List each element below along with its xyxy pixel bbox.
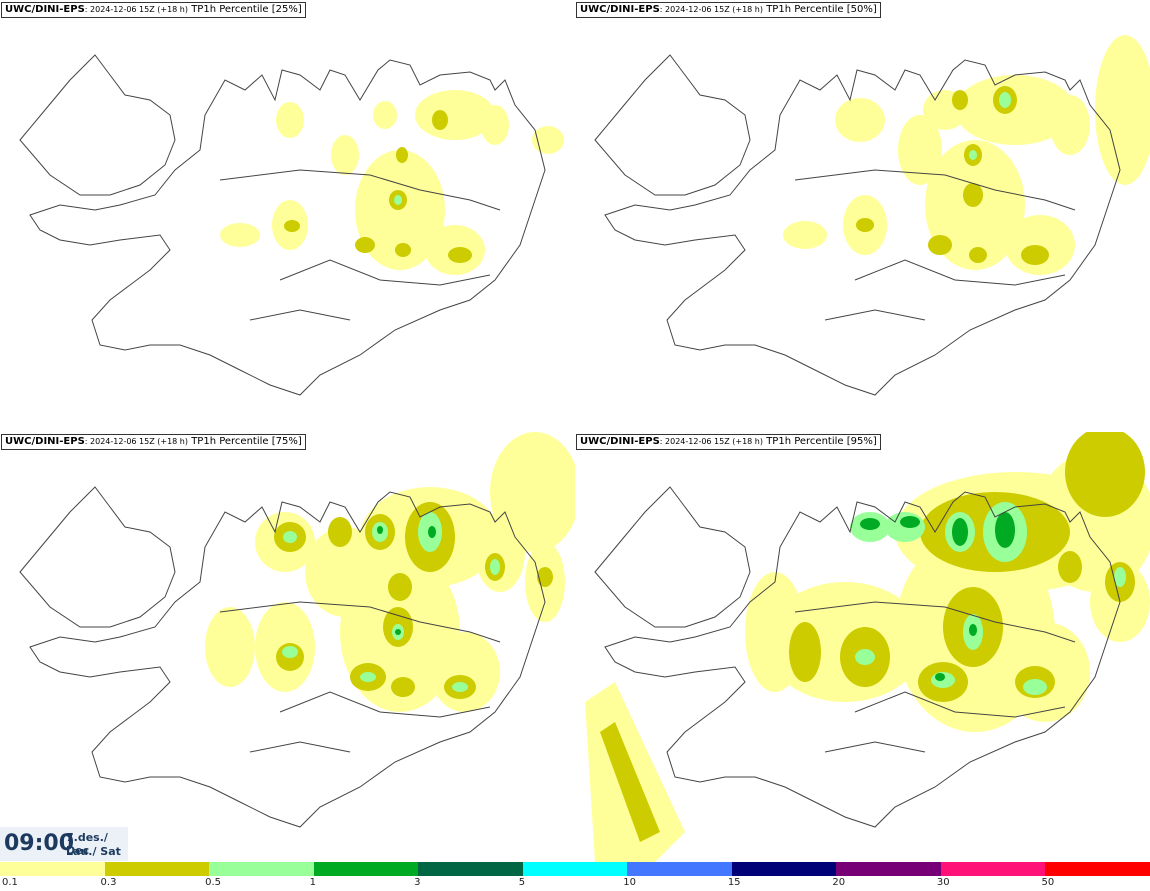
legend-swatch (836, 862, 942, 876)
legend-swatch (104, 862, 210, 876)
legend-label: 5 (518, 877, 526, 888)
valid-day: Lau./ Sat (66, 845, 121, 858)
legend-label: 0.3 (100, 877, 117, 888)
legend-label: 0.1 (2, 877, 18, 888)
legend-swatch (209, 862, 315, 876)
legend-label: 1 (309, 877, 316, 888)
coastline (19, 486, 546, 828)
panel-title: UWC/DINI-EPS: 2024-12-06 15Z (+18 h) TP1… (576, 2, 881, 18)
precip-legend: 0.1 0.3 0.5 1 3 5 10 15 20 30 50 (0, 862, 1150, 891)
map-panel-p95: UWC/DINI-EPS: 2024-12-06 15Z (+18 h) TP1… (575, 432, 1150, 862)
legend-label: 15 (727, 877, 741, 888)
coastline (594, 486, 1121, 828)
precip-0.1 (783, 35, 1150, 275)
precip-0.1 (205, 432, 575, 712)
legend-swatch (313, 862, 419, 876)
legend-label: 0.5 (205, 877, 221, 888)
legend-swatch (418, 862, 524, 876)
legend-swatch (1045, 862, 1150, 876)
legend-label: 20 (832, 877, 846, 888)
legend-swatch (940, 862, 1046, 876)
precip-0.3 (856, 86, 1049, 265)
legend-swatch (627, 862, 733, 876)
iceland-map (585, 432, 1150, 862)
map-panel-p50: UWC/DINI-EPS: 2024-12-06 15Z (+18 h) TP1… (575, 0, 1150, 430)
iceland-map (19, 54, 564, 396)
valid-date: 7.des./ Dec (66, 831, 108, 857)
legend-swatch (0, 862, 106, 876)
iceland-map (594, 35, 1150, 396)
valid-time-box: 09:00 7.des./ Dec Lau./ Sat (0, 827, 128, 861)
map-panel-p25: UWC/DINI-EPS: 2024-12-06 15Z (+18 h) TP1… (0, 0, 575, 430)
map-panel-p75: UWC/DINI-EPS: 2024-12-06 15Z (+18 h) TP1… (0, 432, 575, 862)
panel-title: UWC/DINI-EPS: 2024-12-06 15Z (+18 h) TP1… (576, 434, 881, 450)
legend-label: 10 (623, 877, 636, 888)
precip-0.3 (284, 110, 472, 263)
valid-time-clock: 09:00 (4, 831, 75, 856)
panel-title: UWC/DINI-EPS: 2024-12-06 15Z (+18 h) TP1… (1, 2, 306, 18)
legend-swatch (731, 862, 837, 876)
panel-title: UWC/DINI-EPS: 2024-12-06 15Z (+18 h) TP1… (1, 434, 306, 450)
legend-swatch (522, 862, 628, 876)
coastline (19, 54, 546, 396)
legend-label: 30 (936, 877, 950, 888)
coastline (594, 54, 1121, 396)
legend-label: 3 (414, 877, 421, 888)
legend-label: 50 (1041, 877, 1055, 888)
iceland-map (19, 432, 575, 828)
precip-0.1 (220, 90, 564, 275)
